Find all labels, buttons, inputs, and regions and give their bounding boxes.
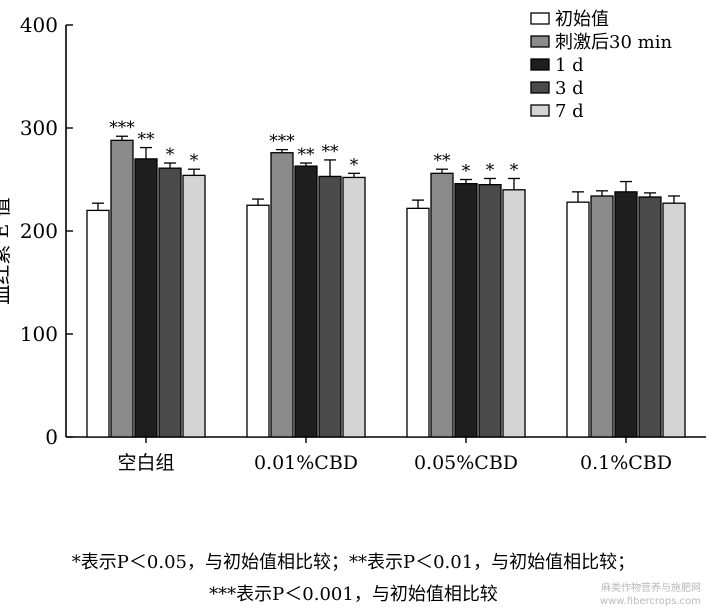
- watermark-line-2: www.fibercrops.com: [599, 596, 701, 607]
- y-tick-label: 0: [45, 425, 58, 449]
- bar: [502, 189, 526, 438]
- bar: [246, 204, 270, 438]
- x-category-label: 0.05%CBD: [414, 452, 518, 474]
- significance-label: **: [322, 142, 340, 162]
- x-category-label: 空白组: [117, 452, 174, 474]
- significance-label: **: [138, 130, 156, 150]
- legend-label: 7 d: [555, 101, 584, 122]
- legend-swatch: [530, 35, 550, 48]
- bar: [134, 158, 158, 438]
- bar: [430, 172, 454, 438]
- legend-label: 刺激后30 min: [555, 32, 672, 53]
- bar: [110, 139, 134, 438]
- bar: [662, 202, 686, 438]
- bars: ****** ****** *** *** * *: [86, 118, 686, 438]
- watermark: 麻类作物营养与施肥网 www.fibercrops.com: [600, 582, 701, 608]
- significance-label: *: [510, 160, 519, 180]
- legend-label: 初始值: [555, 9, 609, 30]
- significance-label: **: [434, 151, 452, 171]
- watermark-line-1: 麻类作物营养与施肥网: [601, 583, 701, 594]
- significance-label: *: [462, 162, 471, 182]
- significance-label: ***: [109, 118, 135, 138]
- x-category-label: 0.01%CBD: [254, 452, 358, 474]
- axes: 0 100 200 300 400 血红素 E 值空白组 0.01%CBD 0.05%CBD 0…: [0, 13, 706, 474]
- bar: [182, 174, 206, 438]
- legend-swatch: [530, 58, 550, 71]
- bar-chart: 0 100 200 300 400 血红素 E 值空白组 0.01%CBD 0.05%CBD 0…: [0, 9, 706, 474]
- bar: [158, 167, 182, 438]
- bar: [318, 175, 342, 438]
- footnote-line-1: *表示P＜0.05，与初始值相比较；**表示P＜0.01，与初始值相比较；: [71, 552, 636, 573]
- y-axis-label: 血红素 E 值: [0, 197, 13, 304]
- significance-label: *: [190, 151, 199, 171]
- significance-label: **: [298, 145, 316, 165]
- bar: [566, 201, 590, 438]
- legend-swatch: [530, 81, 550, 94]
- y-tick-label: 400: [20, 13, 58, 37]
- bar: [342, 176, 366, 438]
- bar: [454, 182, 478, 438]
- y-tick-label: 200: [20, 219, 58, 243]
- footnote-line-2: ***表示P＜0.001，与初始值相比较: [209, 584, 498, 605]
- bar: [294, 165, 318, 438]
- significance-label: ***: [269, 132, 295, 152]
- bar: [86, 209, 110, 438]
- y-tick-label: 300: [20, 116, 58, 140]
- bar: [270, 152, 294, 438]
- bar: [478, 183, 502, 438]
- legend-label: 3 d: [555, 78, 584, 99]
- bar: [406, 207, 430, 438]
- legend-label: 1 d: [555, 55, 584, 76]
- bar: [614, 191, 638, 438]
- x-category-label: 0.1%CBD: [580, 452, 672, 474]
- legend-swatch: [530, 12, 550, 25]
- bar: [590, 195, 614, 438]
- significance-label: *: [350, 155, 359, 175]
- significance-label: *: [486, 160, 495, 180]
- significance-label: *: [166, 145, 175, 165]
- y-tick-label: 100: [20, 322, 58, 346]
- bar: [638, 196, 662, 438]
- legend-swatch: [530, 104, 550, 117]
